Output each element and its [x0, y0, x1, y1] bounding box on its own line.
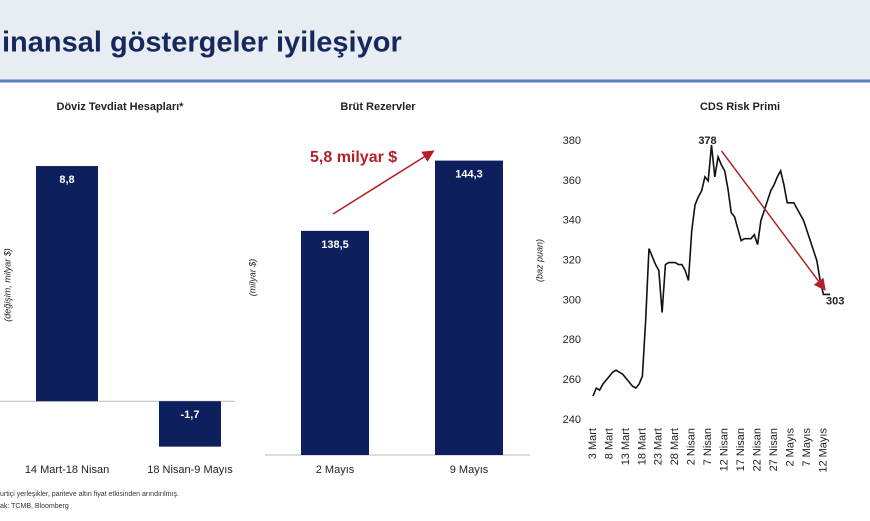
y-tick-label: 300 [563, 294, 581, 306]
x-tick-label: 27 Nisan [768, 428, 780, 471]
x-tick-label: 9 Mayıs [450, 464, 489, 476]
peak-label: 378 [698, 135, 716, 147]
x-tick-label: 2 Nisan [686, 428, 698, 465]
x-tick-label: 18 Nisan-9 Mayıs [147, 464, 233, 476]
chart-title: CDS Risk Primi [700, 101, 780, 113]
y-tick-label: 280 [563, 334, 581, 346]
x-tick-label: 14 Mart-18 Nisan [25, 464, 109, 476]
page-title: inansal göstergeler iyileşiyor [2, 27, 402, 59]
bar [301, 230, 369, 455]
last-label: 303 [826, 295, 844, 307]
bar [435, 160, 503, 455]
chart-title: Döviz Tevdiat Hesapları* [57, 101, 185, 113]
value-label: 8,8 [59, 174, 74, 186]
x-tick-label: 12 Mayıs [817, 428, 829, 473]
y-axis-label: (değişim, milyar $) [2, 248, 12, 322]
y-tick-label: 380 [563, 135, 581, 147]
y-tick-label: 340 [563, 215, 581, 227]
value-label: 138,5 [321, 239, 349, 251]
annotation: 5,8 milyar $ [310, 149, 397, 166]
value-label: -1,7 [181, 409, 200, 421]
y-tick-label: 240 [563, 414, 581, 426]
value-label: 144,3 [455, 169, 483, 181]
y-axis-label: (milyar $) [247, 259, 257, 297]
x-tick-label: 2 Mayıs [316, 464, 355, 476]
chart-title: Brüt Rezervler [340, 101, 416, 113]
x-tick-label: 28 Mart [669, 428, 681, 465]
x-tick-label: 7 Nisan [702, 428, 714, 465]
x-tick-label: 22 Nisan [751, 428, 763, 471]
bar [159, 401, 221, 447]
y-axis-label: (baz puan) [534, 239, 544, 282]
y-tick-label: 360 [563, 175, 581, 187]
source: ak: TCMB, Bloomberg [0, 503, 69, 510]
x-tick-label: 13 Mart [620, 428, 632, 465]
x-tick-label: 12 Nisan [719, 428, 731, 471]
x-tick-label: 18 Mart [636, 428, 648, 465]
x-tick-label: 17 Nisan [735, 428, 747, 471]
x-tick-label: 23 Mart [653, 428, 665, 465]
footnote: urtiçi yerleşikler, pariteve altın fiyat… [0, 491, 179, 498]
annotation-arrow [332, 150, 435, 215]
x-tick-label: 7 Mayıs [801, 428, 813, 467]
trend-arrow [720, 150, 826, 291]
x-tick-label: 8 Mart [603, 428, 615, 459]
header-band [0, 0, 870, 80]
cds-line [592, 144, 830, 397]
bar [36, 166, 98, 402]
x-tick-label: 3 Mart [587, 428, 599, 459]
y-tick-label: 320 [563, 254, 581, 266]
x-tick-label: 2 Mayıs [784, 428, 796, 467]
y-tick-label: 260 [563, 374, 581, 386]
